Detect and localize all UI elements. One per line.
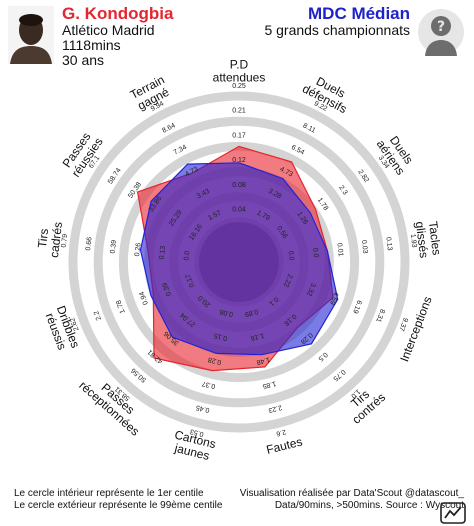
axis-label: Fautes [265,435,304,457]
player-club: Atlético Madrid [62,22,155,38]
radar-ring [68,91,410,433]
axis-tick-label: 0.0 [183,250,191,261]
axis-tick-label: 0.03 [360,240,369,254]
axis-label: glissés [413,221,431,259]
axis-tick-label: 0.0 [311,247,319,258]
axis-tick-label: 8.31 [374,308,385,323]
axis-tick-label: 2.22 [282,273,293,288]
player-name: G. Kondogbia [62,4,174,23]
axis-label: cadrés [47,221,65,258]
axis-tick-label: 0.94 [138,290,149,305]
axis-tick-label: 0.39 [110,240,119,254]
radar-ring [93,116,385,408]
axis-tick-label: 4.59 [328,290,339,305]
footer-note-outer: Le cercle extérieur représente le 99ème … [14,500,223,511]
footer-note: Le cercle intérieur représente le 1er ce… [14,488,222,512]
axis-tick-label: 0.17 [185,273,196,288]
axis-tick-label: 2.23 [268,403,283,413]
axis-label: Tirs [35,228,51,249]
footer-credit-source: Data/90mins, >500mins. Source : Wyscout [274,500,464,511]
axis-tick-label: 0.79 [61,234,70,248]
axis-tick-label: 0.21 [232,108,246,115]
axis-tick-label: 9.37 [397,317,408,332]
axis-tick-label: 0.13 [159,245,168,259]
axis-tick-label: 2.6 [275,428,286,437]
axis-tick-label: 0.5 [317,350,329,362]
axis-tick-label: 1.16 [250,331,265,341]
axis-tick-label: 3.32 [305,282,316,297]
comparison-series-polygon [139,162,339,356]
comparison-scope: 5 grands championnats [264,22,410,38]
axis-tick-label: 1.93 [409,234,418,248]
footer-note-inner: Le cercle intérieur représente le 1er ce… [14,488,204,499]
axis-tick-label: 0.66 [85,237,94,251]
unknown-avatar-icon: ? [418,9,464,56]
axis-tick-label: 0.15 [213,331,228,341]
datascout-logo-icon [440,502,466,524]
axis-label-group: Fautes [265,435,304,457]
player-minutes: 1118mins [62,37,121,53]
axis-tick-label: 0.17 [232,132,246,139]
axis-tick-label: 0.01 [335,243,344,257]
axis-tick-label: 0.04 [232,207,246,214]
axis-tick-label: 0.39 [162,281,173,296]
footer-credit: Visualisation réalisée par Data'Scout @d… [240,488,464,512]
player-age: 30 ans [62,52,105,68]
axis-tick-label: 1.85 [262,379,277,389]
axis-tick-label: 0.08 [219,307,234,317]
axis-tick-label: 0.08 [232,182,246,189]
axis-tick-label: 6.19 [351,299,362,314]
axis-tick-label: 0.26 [134,242,143,256]
axis-label: Tacles [426,220,444,255]
footer-credit-author: Visualisation réalisée par Data'Scout @d… [239,488,464,499]
axis-tick-label: 2.62 [69,316,80,331]
axis-tick-label: 0.28 [207,355,222,365]
svg-text:?: ? [437,19,445,35]
axis-tick-label: 1.78 [115,299,126,314]
axis-tick-label: 0.89 [244,307,259,317]
comparison-name: MDC Médian [308,4,410,23]
axis-tick-label: 1.0 [349,387,361,399]
axis-tick-label: 2.2 [93,310,103,322]
axis-tick-label: 0.0 [287,250,295,261]
axis-tick-label: 0.13 [384,237,393,251]
player-photo [8,6,54,64]
axis-label: attendues [213,71,266,85]
axis-tick-label: 0.25 [232,83,246,90]
axis-label: P.D [230,58,249,72]
axis-tick-label: 0.1 [267,295,279,307]
axis-tick-label: 0.45 [195,403,210,413]
axis-tick-label: 0.12 [232,157,246,164]
axis-tick-label: 2.3 [337,184,348,196]
axis-tick-label: 0.53 [189,427,204,437]
axis-tick-label: 1.48 [256,355,271,365]
axis-tick-label: 0.37 [201,379,216,389]
